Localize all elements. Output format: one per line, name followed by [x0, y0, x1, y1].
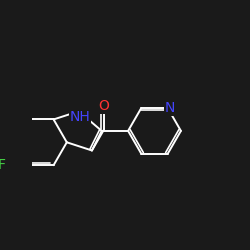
Text: F: F: [0, 158, 5, 172]
Text: O: O: [98, 99, 110, 113]
Text: NH: NH: [70, 110, 90, 124]
Text: N: N: [165, 101, 175, 115]
